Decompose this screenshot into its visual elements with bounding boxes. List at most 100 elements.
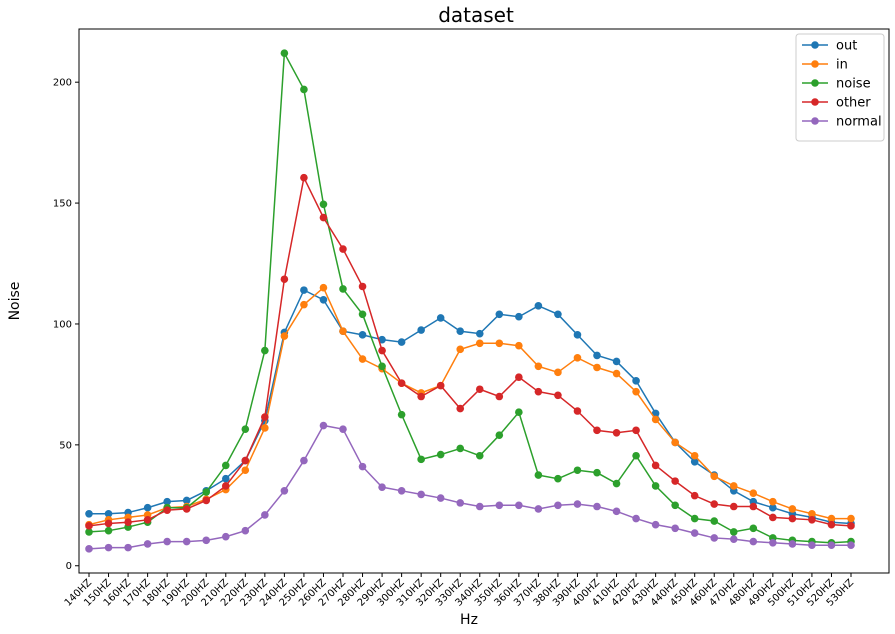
data-point-in <box>515 341 523 350</box>
data-point-noise <box>495 431 504 439</box>
data-point-in <box>827 514 836 523</box>
data-point-normal <box>515 501 523 510</box>
data-point-normal <box>808 541 816 549</box>
data-point-other <box>85 522 93 530</box>
data-point-in <box>788 505 797 513</box>
legend-item-other: other <box>802 96 871 111</box>
legend-label: noise <box>836 77 871 92</box>
data-point-noise <box>378 362 386 371</box>
data-point-out <box>182 496 191 505</box>
data-point-normal <box>202 536 211 545</box>
data-point-out <box>456 327 465 336</box>
data-point-in <box>241 466 250 475</box>
data-point-noise <box>573 466 582 475</box>
data-point-normal <box>124 543 132 552</box>
data-point-out <box>534 302 543 310</box>
data-point-other <box>436 381 445 390</box>
legend-label: in <box>836 58 848 73</box>
data-point-in <box>300 300 308 309</box>
legend-item-in: in <box>802 58 848 73</box>
legend-label: other <box>836 96 871 111</box>
data-point-other <box>671 477 679 485</box>
data-point-in <box>690 451 699 460</box>
data-point-in <box>632 387 640 396</box>
legend-label: normal <box>836 115 882 130</box>
data-point-in <box>280 332 289 340</box>
series-out <box>85 286 855 528</box>
data-point-out <box>104 509 113 518</box>
data-point-other <box>847 522 855 530</box>
data-point-normal <box>378 483 386 491</box>
data-point-in <box>612 369 621 378</box>
data-point-noise <box>690 514 699 523</box>
series-other <box>85 173 855 530</box>
data-point-normal <box>221 532 230 541</box>
data-point-out <box>358 331 367 339</box>
data-point-normal <box>436 494 445 502</box>
data-point-other <box>104 519 113 528</box>
legend-swatch-marker <box>811 41 819 49</box>
data-point-normal <box>827 541 836 549</box>
data-point-other <box>241 456 250 465</box>
data-point-normal <box>690 529 699 537</box>
series-line-other <box>88 175 852 527</box>
data-point-out <box>475 329 484 338</box>
data-point-in <box>554 368 562 377</box>
y-tick-label: 50 <box>59 440 72 451</box>
data-point-noise <box>202 488 211 496</box>
data-point-in <box>534 362 543 371</box>
plot-frame <box>78 28 890 574</box>
data-point-out <box>593 351 601 360</box>
data-point-in <box>847 514 855 523</box>
data-point-normal <box>85 545 93 553</box>
data-point-other <box>261 413 269 421</box>
data-point-noise <box>554 474 562 483</box>
data-point-other <box>339 245 347 253</box>
series-layer <box>85 49 855 553</box>
legend-item-normal: normal <box>802 115 882 130</box>
data-point-other <box>495 392 504 401</box>
data-point-other <box>202 496 211 505</box>
data-point-normal <box>163 537 171 546</box>
data-point-noise <box>241 425 250 433</box>
data-point-out <box>143 503 152 512</box>
data-point-noise <box>749 524 758 533</box>
data-point-noise <box>339 285 347 293</box>
data-point-out <box>221 474 230 483</box>
data-point-noise <box>280 49 289 57</box>
data-point-other <box>163 506 171 514</box>
data-point-other <box>124 518 132 527</box>
data-point-normal <box>475 502 484 511</box>
data-point-normal <box>300 456 308 465</box>
data-point-normal <box>358 462 367 471</box>
legend-swatch-marker <box>811 79 819 87</box>
data-point-in <box>261 424 269 432</box>
data-point-noise <box>261 346 269 355</box>
data-point-in <box>710 472 719 481</box>
data-point-in <box>749 489 758 498</box>
data-point-out <box>378 335 386 344</box>
data-point-noise <box>456 444 465 453</box>
legend-item-out: out <box>802 39 857 54</box>
data-point-normal <box>769 538 777 547</box>
data-point-normal <box>319 421 328 430</box>
data-point-other <box>554 391 562 400</box>
data-point-noise <box>358 310 367 319</box>
legend-label: out <box>836 39 857 54</box>
legend-swatch-marker <box>811 60 819 68</box>
y-axis-label: Noise <box>7 282 23 321</box>
data-point-out <box>163 497 171 506</box>
data-point-noise <box>612 479 621 488</box>
data-point-out <box>319 295 328 304</box>
data-point-noise <box>221 461 230 470</box>
series-line-in <box>88 286 851 526</box>
data-point-normal <box>749 537 758 546</box>
data-point-noise <box>632 451 640 460</box>
data-point-normal <box>261 511 269 519</box>
data-point-other <box>280 275 289 284</box>
data-point-noise <box>710 517 719 525</box>
data-point-normal <box>456 499 465 507</box>
data-point-other <box>456 404 465 413</box>
chart-title: dataset <box>438 3 514 27</box>
